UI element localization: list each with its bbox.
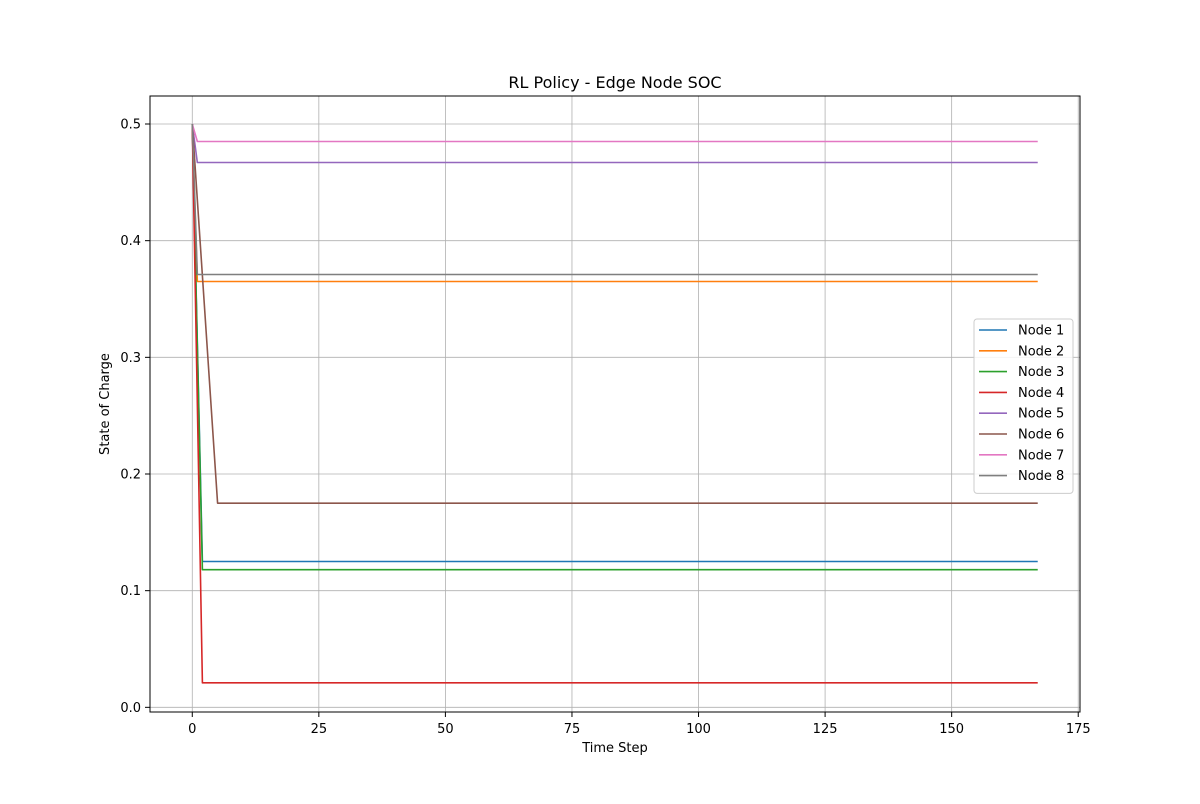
x-tick-label: 75	[564, 722, 581, 737]
grid	[150, 96, 1080, 712]
chart-title: RL Policy - Edge Node SOC	[508, 73, 721, 92]
legend-box	[973, 318, 1074, 494]
legend-label: Node 1	[1018, 324, 1064, 339]
series-line-4	[191, 123, 1038, 684]
series-lines	[191, 123, 1038, 684]
legend-label: Node 4	[1018, 386, 1064, 401]
legend-label: Node 8	[1018, 469, 1064, 484]
x-tick-label: 125	[813, 722, 838, 737]
legend-label: Node 3	[1018, 365, 1064, 380]
y-tick-label: 0.3	[120, 351, 141, 366]
x-tick-label: 175	[1066, 722, 1091, 737]
y-axis-label: State of Charge	[98, 353, 113, 455]
legend-label: Node 5	[1018, 407, 1064, 422]
plot-frame	[149, 95, 1081, 713]
series-line-8	[191, 123, 1038, 276]
y-tick-label: 0.2	[120, 468, 141, 483]
series-line-7	[191, 123, 1038, 143]
x-tick-label: 150	[939, 722, 964, 737]
legend: Node 1 Node 2 Node 3 Node 4 Node 5 Node 6 Node…	[973, 318, 1074, 494]
y-tick-label: 0.5	[120, 118, 141, 133]
y-axis-ticks: 0.0 0.1 0.2 0.3 0.4 0.5	[120, 118, 150, 716]
y-tick-label: 0.4	[120, 234, 141, 249]
x-tick-label: 100	[686, 722, 711, 737]
x-tick-label: 50	[437, 722, 454, 737]
series-line-5	[191, 123, 1038, 164]
x-axis-ticks: 0 25 50 75 100 125 150 175	[188, 712, 1091, 737]
y-tick-label: 0.0	[120, 701, 141, 716]
x-tick-label: 0	[188, 722, 196, 737]
legend-label: Node 2	[1018, 344, 1064, 359]
legend-label: Node 7	[1018, 448, 1064, 463]
legend-label: Node 6	[1018, 428, 1064, 443]
x-tick-label: 25	[311, 722, 328, 737]
series-line-6	[191, 123, 1038, 504]
x-axis-label: Time Step	[581, 741, 648, 756]
y-tick-label: 0.1	[120, 584, 141, 599]
